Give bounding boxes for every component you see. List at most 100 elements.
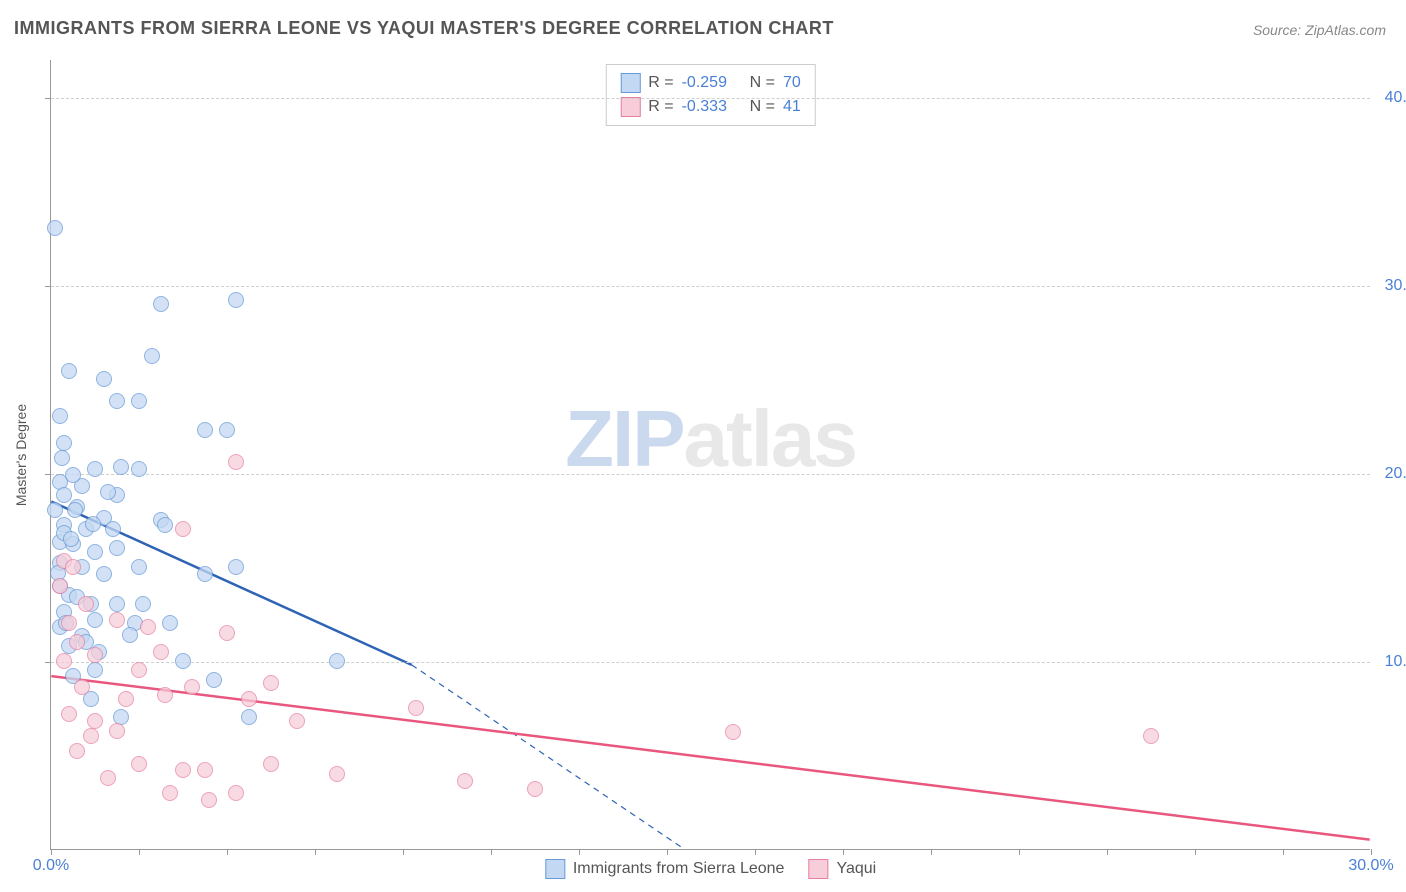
data-point-series1	[113, 459, 129, 475]
data-point-series2	[65, 559, 81, 575]
data-point-series1	[63, 531, 79, 547]
data-point-series1	[228, 292, 244, 308]
legend-swatch-series2	[620, 97, 640, 117]
data-point-series1	[144, 348, 160, 364]
data-point-series2	[201, 792, 217, 808]
data-point-series2	[197, 762, 213, 778]
data-point-series2	[61, 706, 77, 722]
data-point-series1	[162, 615, 178, 631]
data-point-series1	[52, 408, 68, 424]
data-point-series1	[175, 653, 191, 669]
x-tick	[139, 849, 140, 855]
data-point-series1	[131, 393, 147, 409]
chart-title: IMMIGRANTS FROM SIERRA LEONE VS YAQUI MA…	[14, 18, 834, 39]
data-point-series2	[131, 662, 147, 678]
data-point-series1	[87, 461, 103, 477]
watermark-atlas: atlas	[684, 394, 856, 483]
data-point-series2	[175, 521, 191, 537]
x-tick	[1371, 849, 1372, 855]
legend-label-series2: Yaqui	[836, 860, 876, 878]
x-tick	[843, 849, 844, 855]
data-point-series2	[184, 679, 200, 695]
data-point-series1	[197, 422, 213, 438]
data-point-series2	[140, 619, 156, 635]
data-point-series2	[1143, 728, 1159, 744]
data-point-series2	[175, 762, 191, 778]
data-point-series2	[118, 691, 134, 707]
y-tick-label: 30.0%	[1380, 277, 1406, 295]
y-tick-label: 20.0%	[1380, 465, 1406, 483]
data-point-series2	[100, 770, 116, 786]
data-point-series2	[69, 634, 85, 650]
data-point-series1	[109, 540, 125, 556]
data-point-series1	[61, 363, 77, 379]
data-point-series1	[329, 653, 345, 669]
data-point-series1	[109, 393, 125, 409]
data-point-series1	[47, 220, 63, 236]
data-point-series1	[65, 467, 81, 483]
data-point-series1	[131, 559, 147, 575]
data-point-series2	[408, 700, 424, 716]
data-point-series1	[47, 502, 63, 518]
data-point-series2	[61, 615, 77, 631]
legend-r-label: R =	[648, 74, 673, 92]
legend-r-label: R =	[648, 98, 673, 116]
x-tick	[1107, 849, 1108, 855]
data-point-series2	[74, 679, 90, 695]
grid-line	[51, 286, 1370, 287]
data-point-series2	[329, 766, 345, 782]
legend-swatch-series2-b	[808, 859, 828, 879]
y-tick	[45, 662, 51, 663]
data-point-series2	[162, 785, 178, 801]
data-point-series2	[527, 781, 543, 797]
legend-row-series1: R = -0.259 N = 70	[620, 71, 800, 95]
data-point-series2	[725, 724, 741, 740]
data-point-series1	[87, 612, 103, 628]
data-point-series2	[83, 728, 99, 744]
data-point-series2	[263, 756, 279, 772]
chart-container: IMMIGRANTS FROM SIERRA LEONE VS YAQUI MA…	[0, 0, 1406, 892]
regression-lines-layer	[51, 60, 1370, 849]
data-point-series1	[241, 709, 257, 725]
data-point-series1	[157, 517, 173, 533]
data-point-series1	[206, 672, 222, 688]
legend-n-label: N =	[750, 98, 775, 116]
y-axis-title: Master's Degree	[13, 403, 29, 505]
x-tick	[491, 849, 492, 855]
x-tick	[227, 849, 228, 855]
data-point-series2	[87, 647, 103, 663]
data-point-series2	[56, 653, 72, 669]
x-tick-label: 30.0%	[1348, 857, 1393, 875]
data-point-series1	[96, 566, 112, 582]
data-point-series1	[197, 566, 213, 582]
source-prefix: Source:	[1253, 22, 1305, 38]
data-point-series1	[135, 596, 151, 612]
data-point-series1	[100, 484, 116, 500]
legend-swatch-series1-b	[545, 859, 565, 879]
legend-series-names: Immigrants from Sierra Leone Yaqui	[545, 859, 876, 879]
legend-r-value-1: -0.259	[682, 74, 742, 92]
grid-line	[51, 662, 1370, 663]
data-point-series2	[109, 612, 125, 628]
data-point-series1	[87, 662, 103, 678]
grid-line	[51, 98, 1370, 99]
data-point-series1	[56, 435, 72, 451]
x-tick	[1195, 849, 1196, 855]
data-point-series1	[56, 487, 72, 503]
y-tick-label: 10.0%	[1380, 653, 1406, 671]
x-tick-label: 0.0%	[33, 857, 69, 875]
x-tick	[1283, 849, 1284, 855]
data-point-series1	[109, 596, 125, 612]
y-tick	[45, 474, 51, 475]
legend-label-series1: Immigrants from Sierra Leone	[573, 860, 785, 878]
x-tick	[931, 849, 932, 855]
x-tick	[315, 849, 316, 855]
data-point-series2	[87, 713, 103, 729]
data-point-series1	[228, 559, 244, 575]
x-tick	[1019, 849, 1020, 855]
data-point-series2	[109, 723, 125, 739]
data-point-series1	[122, 627, 138, 643]
data-point-series2	[263, 675, 279, 691]
source-name: ZipAtlas.com	[1305, 22, 1386, 38]
legend-correlation: R = -0.259 N = 70 R = -0.333 N = 41	[605, 64, 815, 126]
